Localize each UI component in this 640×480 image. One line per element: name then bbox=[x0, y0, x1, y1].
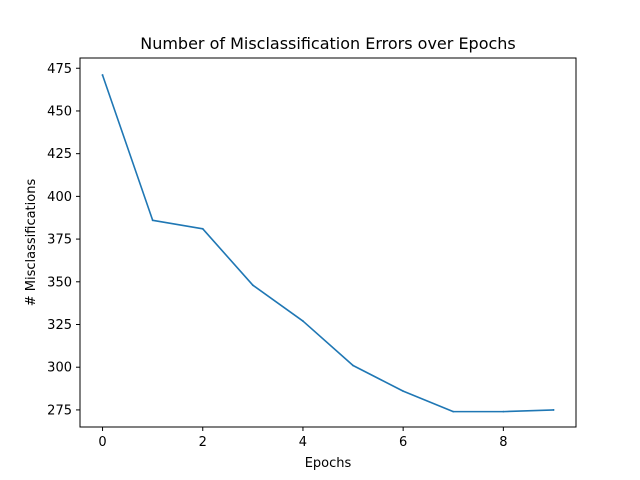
x-axis: 0 2 4 6 8 bbox=[98, 427, 507, 450]
data-point bbox=[402, 390, 405, 393]
data-point bbox=[352, 364, 354, 367]
y-tick-label: 275 bbox=[47, 403, 72, 418]
x-tick-label: 4 bbox=[299, 435, 307, 450]
chart-title: Number of Misclassification Errors over … bbox=[140, 34, 516, 53]
plot-area bbox=[101, 74, 555, 413]
y-tick-label: 450 bbox=[47, 104, 72, 119]
x-axis-label: Epochs bbox=[305, 456, 352, 471]
x-tick-label: 2 bbox=[199, 435, 207, 450]
data-point bbox=[302, 320, 304, 322]
y-tick-label: 375 bbox=[47, 233, 72, 248]
y-axis-label: # Misclassifications bbox=[24, 179, 39, 307]
y-tick-label: 400 bbox=[47, 190, 72, 205]
y-tick-label: 475 bbox=[47, 62, 72, 77]
plot-frame bbox=[79, 57, 577, 428]
data-point bbox=[452, 410, 455, 413]
y-tick-label: 300 bbox=[47, 361, 72, 376]
y-tick-label: 425 bbox=[47, 147, 72, 162]
series-line bbox=[101, 74, 555, 413]
data-point bbox=[151, 219, 154, 222]
data-point bbox=[101, 74, 104, 76]
x-tick-label: 0 bbox=[98, 435, 106, 450]
x-tick-label: 6 bbox=[399, 435, 407, 450]
y-tick-label: 350 bbox=[47, 275, 72, 290]
x-tick-label: 8 bbox=[499, 435, 507, 450]
data-point bbox=[201, 227, 204, 230]
y-axis: 275 300 325 350 375 400 425 450 475 bbox=[47, 62, 80, 418]
data-point bbox=[251, 284, 254, 287]
y-tick-label: 325 bbox=[47, 318, 72, 333]
data-point bbox=[552, 409, 555, 411]
data-point bbox=[502, 410, 505, 413]
